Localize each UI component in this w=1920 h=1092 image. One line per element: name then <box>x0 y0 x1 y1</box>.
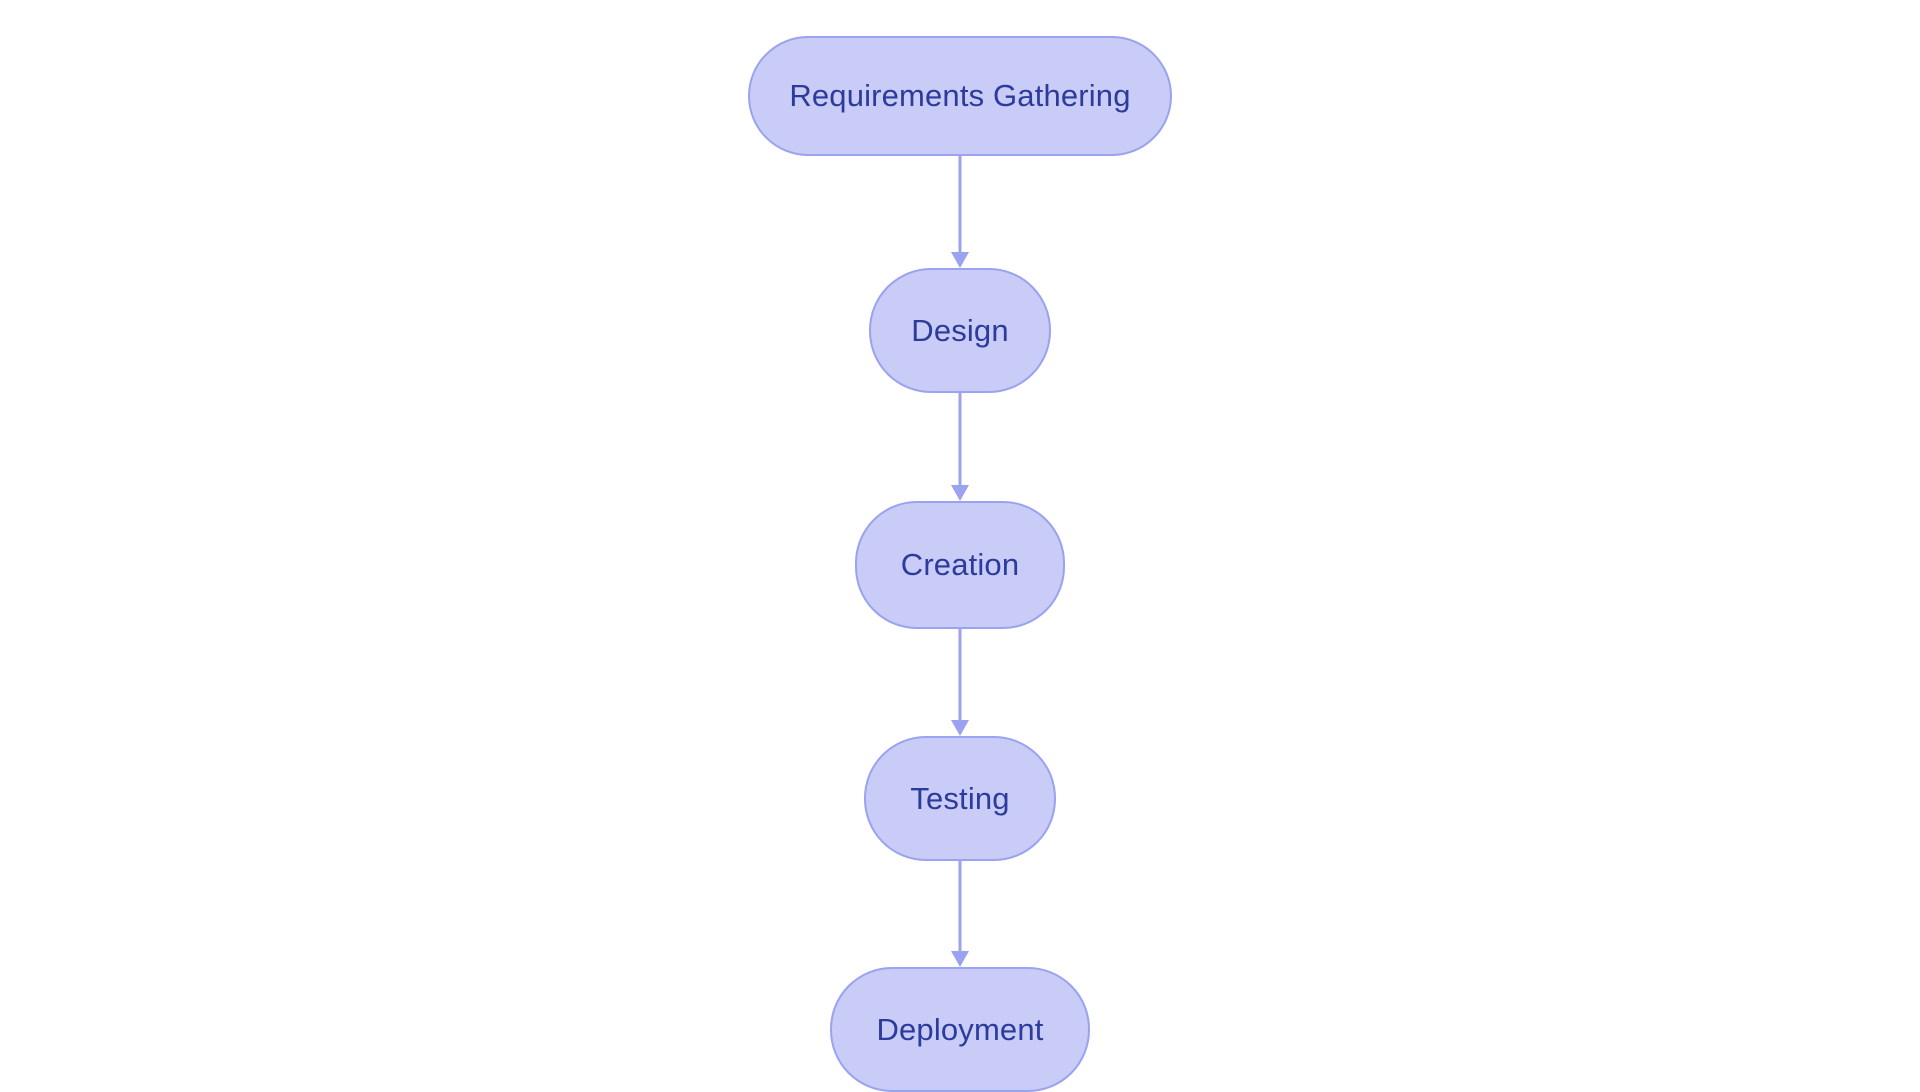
flowchart-node-deployment: Deployment <box>830 967 1090 1092</box>
arrow-head-icon <box>951 252 969 268</box>
arrow-line <box>959 393 962 485</box>
flowchart-node-requirements: Requirements Gathering <box>748 36 1172 156</box>
arrow-line <box>959 156 962 252</box>
arrow-line <box>959 629 962 720</box>
flowchart-node-label: Testing <box>910 781 1009 817</box>
flowchart-node-label: Requirements Gathering <box>789 78 1130 114</box>
flowchart-node-creation: Creation <box>855 501 1065 629</box>
flowchart-node-label: Creation <box>901 547 1019 583</box>
arrow-head-icon <box>951 951 969 967</box>
flowchart-node-testing: Testing <box>864 736 1056 861</box>
flowchart-node-label: Design <box>911 313 1008 349</box>
flowchart-node-design: Design <box>869 268 1051 393</box>
arrow-head-icon <box>951 485 969 501</box>
arrow-head-icon <box>951 720 969 736</box>
arrow-line <box>959 861 962 951</box>
flowchart-node-label: Deployment <box>876 1012 1043 1048</box>
flowchart-container: Requirements Gathering Design Creation Test… <box>660 18 1260 1062</box>
